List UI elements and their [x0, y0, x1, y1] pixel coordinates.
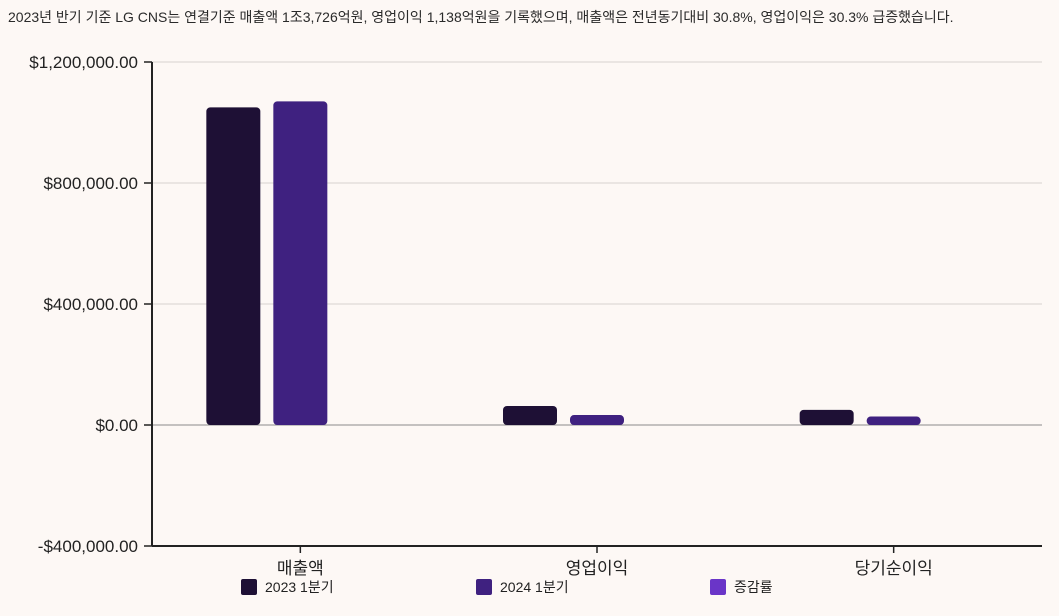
- legend-label: 2024 1분기: [500, 579, 569, 595]
- legend-item[interactable]: 2023 1분기: [241, 579, 334, 595]
- bar[interactable]: [799, 409, 854, 425]
- x-tick-label: 매출액: [277, 559, 324, 578]
- legend-label: 증감률: [734, 579, 773, 595]
- legend-label: 2023 1분기: [265, 579, 334, 595]
- legend: 2023 1분기 2024 1분기 증감률: [241, 579, 773, 595]
- bar[interactable]: [570, 415, 624, 425]
- y-tick-label: $800,000.00: [43, 174, 138, 193]
- x-tick-label: 영업이익: [566, 559, 629, 578]
- y-tick-label: -$400,000.00: [38, 537, 138, 556]
- legend-swatch: [476, 579, 492, 595]
- legend-item[interactable]: 2024 1분기: [476, 579, 569, 595]
- legend-item[interactable]: 증감률: [710, 579, 773, 595]
- y-tick-label: $0.00: [95, 416, 138, 435]
- legend-swatch: [710, 579, 726, 595]
- chart-caption: 2023년 반기 기준 LG CNS는 연결기준 매출액 1조3,726억원, …: [8, 9, 954, 25]
- bar[interactable]: [273, 101, 328, 425]
- x-tick-label: 당기순이익: [855, 559, 933, 578]
- y-axis: -$400,000.00 $0.00 $400,000.00 $800,000.00 $…: [29, 53, 153, 556]
- y-tick-label: $1,200,000.00: [29, 53, 138, 72]
- bar[interactable]: [206, 107, 261, 425]
- x-axis: 매출액 영업이익 당기순이익: [152, 545, 1042, 578]
- legend-swatch: [241, 579, 257, 595]
- bars: [206, 101, 988, 426]
- y-tick-label: $400,000.00: [43, 295, 138, 314]
- bar[interactable]: [866, 416, 921, 425]
- bar[interactable]: [503, 405, 557, 425]
